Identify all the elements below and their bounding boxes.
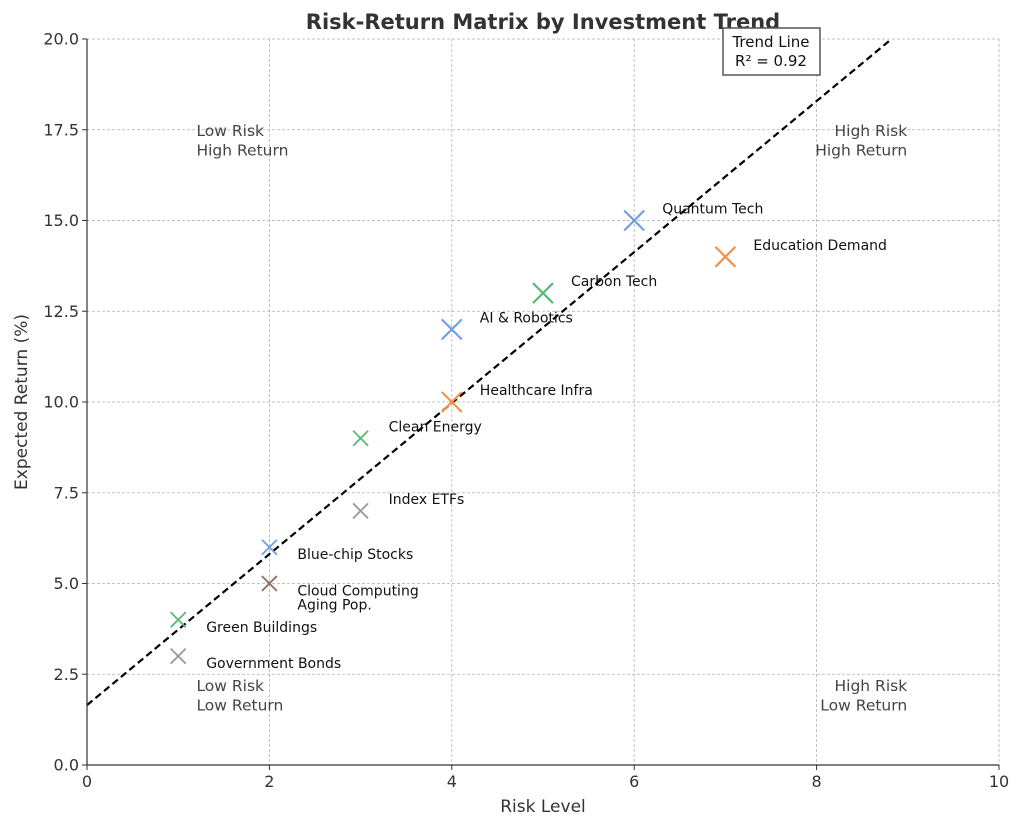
quadrant-label-line: High Return [815,141,907,159]
x-axis-label: Risk Level [500,797,586,817]
data-point-label: Quantum Tech [662,202,763,218]
y-tick-label: 20.0 [43,30,79,49]
y-tick-label: 2.5 [54,665,79,684]
y-tick-label: 15.0 [43,211,79,230]
legend: Trend Line R² = 0.92 [722,27,821,76]
y-axis-label: Expected Return (%) [12,314,32,490]
marker-stroke [532,282,554,304]
marker-stroke [170,611,187,628]
data-point-marker [714,246,737,268]
legend-trend-label: Trend Line [731,33,809,51]
marker-stroke [352,430,369,447]
quadrant-label-line: Low Return [820,697,907,715]
quadrant-label-line: High Risk [835,677,908,695]
x-tick-label: 0 [82,772,92,791]
quadrant-label: High Risk Low Return [820,677,907,715]
marker-stroke [441,391,463,413]
quadrant-label-line: Low Return [196,697,283,715]
y-tick-label: 10.0 [43,393,79,412]
data-points: Government Bonds Green Buildings Cloud Com… [170,202,887,672]
trend-line [86,38,893,706]
data-point-label: Government Bonds [206,656,341,672]
data-point-marker [623,209,645,232]
data-point-marker [352,430,369,447]
x-tick-label: 2 [264,772,274,791]
data-point-label: Clean Energy [389,419,482,435]
data-point-label: AI & Robotics [480,310,573,326]
x-tick-label: 4 [447,772,457,791]
marker-stroke [261,575,278,592]
marker-stroke [623,209,645,232]
data-point-marker [441,391,463,413]
data-point-marker [261,539,278,556]
data-point-label: Aging Pop. [297,598,371,614]
marker-stroke [261,539,278,556]
y-tick-label: 7.5 [54,483,79,502]
y-tick-label: 12.5 [43,302,79,321]
x-tick-label: 8 [812,772,822,791]
marker-stroke [170,647,187,665]
quadrant-label-line: High Risk [835,122,908,140]
data-point-label: Index ETFs [389,492,465,508]
quadrant-label: Low Risk High Return [196,122,288,160]
data-point-marker [170,611,187,628]
y-tick-label: 17.5 [43,120,79,139]
data-point-label: Cloud Computing [297,584,418,600]
data-point-marker [532,282,554,304]
x-tick-label: 10 [989,772,1009,791]
grid [86,38,1000,766]
data-point-label: Carbon Tech [571,274,657,290]
data-point-marker [170,647,187,665]
data-point-marker [352,502,369,520]
marker-stroke [714,246,737,268]
axes: 0 2 4 6 8 10 0.0 2.5 5.0 7.5 10.0 12.5 15.0 17.5 20.0 [43,30,1009,792]
quadrant-label-line: Low Risk [196,677,264,695]
data-point-marker [261,575,278,592]
quadrant-label-line: High Return [196,141,288,159]
quadrant-label: High Risk High Return [815,122,907,160]
data-point-label: Healthcare Infra [480,383,593,399]
data-point-label: Blue-chip Stocks [297,547,413,563]
quadrant-label: Low Risk Low Return [196,677,283,715]
legend-r2-label: R² = 0.92 [735,52,807,70]
y-tick-label: 5.0 [54,574,79,593]
x-tick-label: 6 [629,772,639,791]
data-point-label: Green Buildings [206,620,317,636]
trend-line-layer [86,38,893,706]
marker-stroke [352,502,369,520]
y-tick-label: 0.0 [54,756,79,775]
legend-frame [722,27,821,76]
data-point-marker [441,318,463,341]
chart-title: Risk-Return Matrix by Investment Trend [306,10,780,34]
marker-stroke [441,318,463,341]
data-point-label: Education Demand [753,238,887,254]
quadrant-label-line: Low Risk [196,122,264,140]
